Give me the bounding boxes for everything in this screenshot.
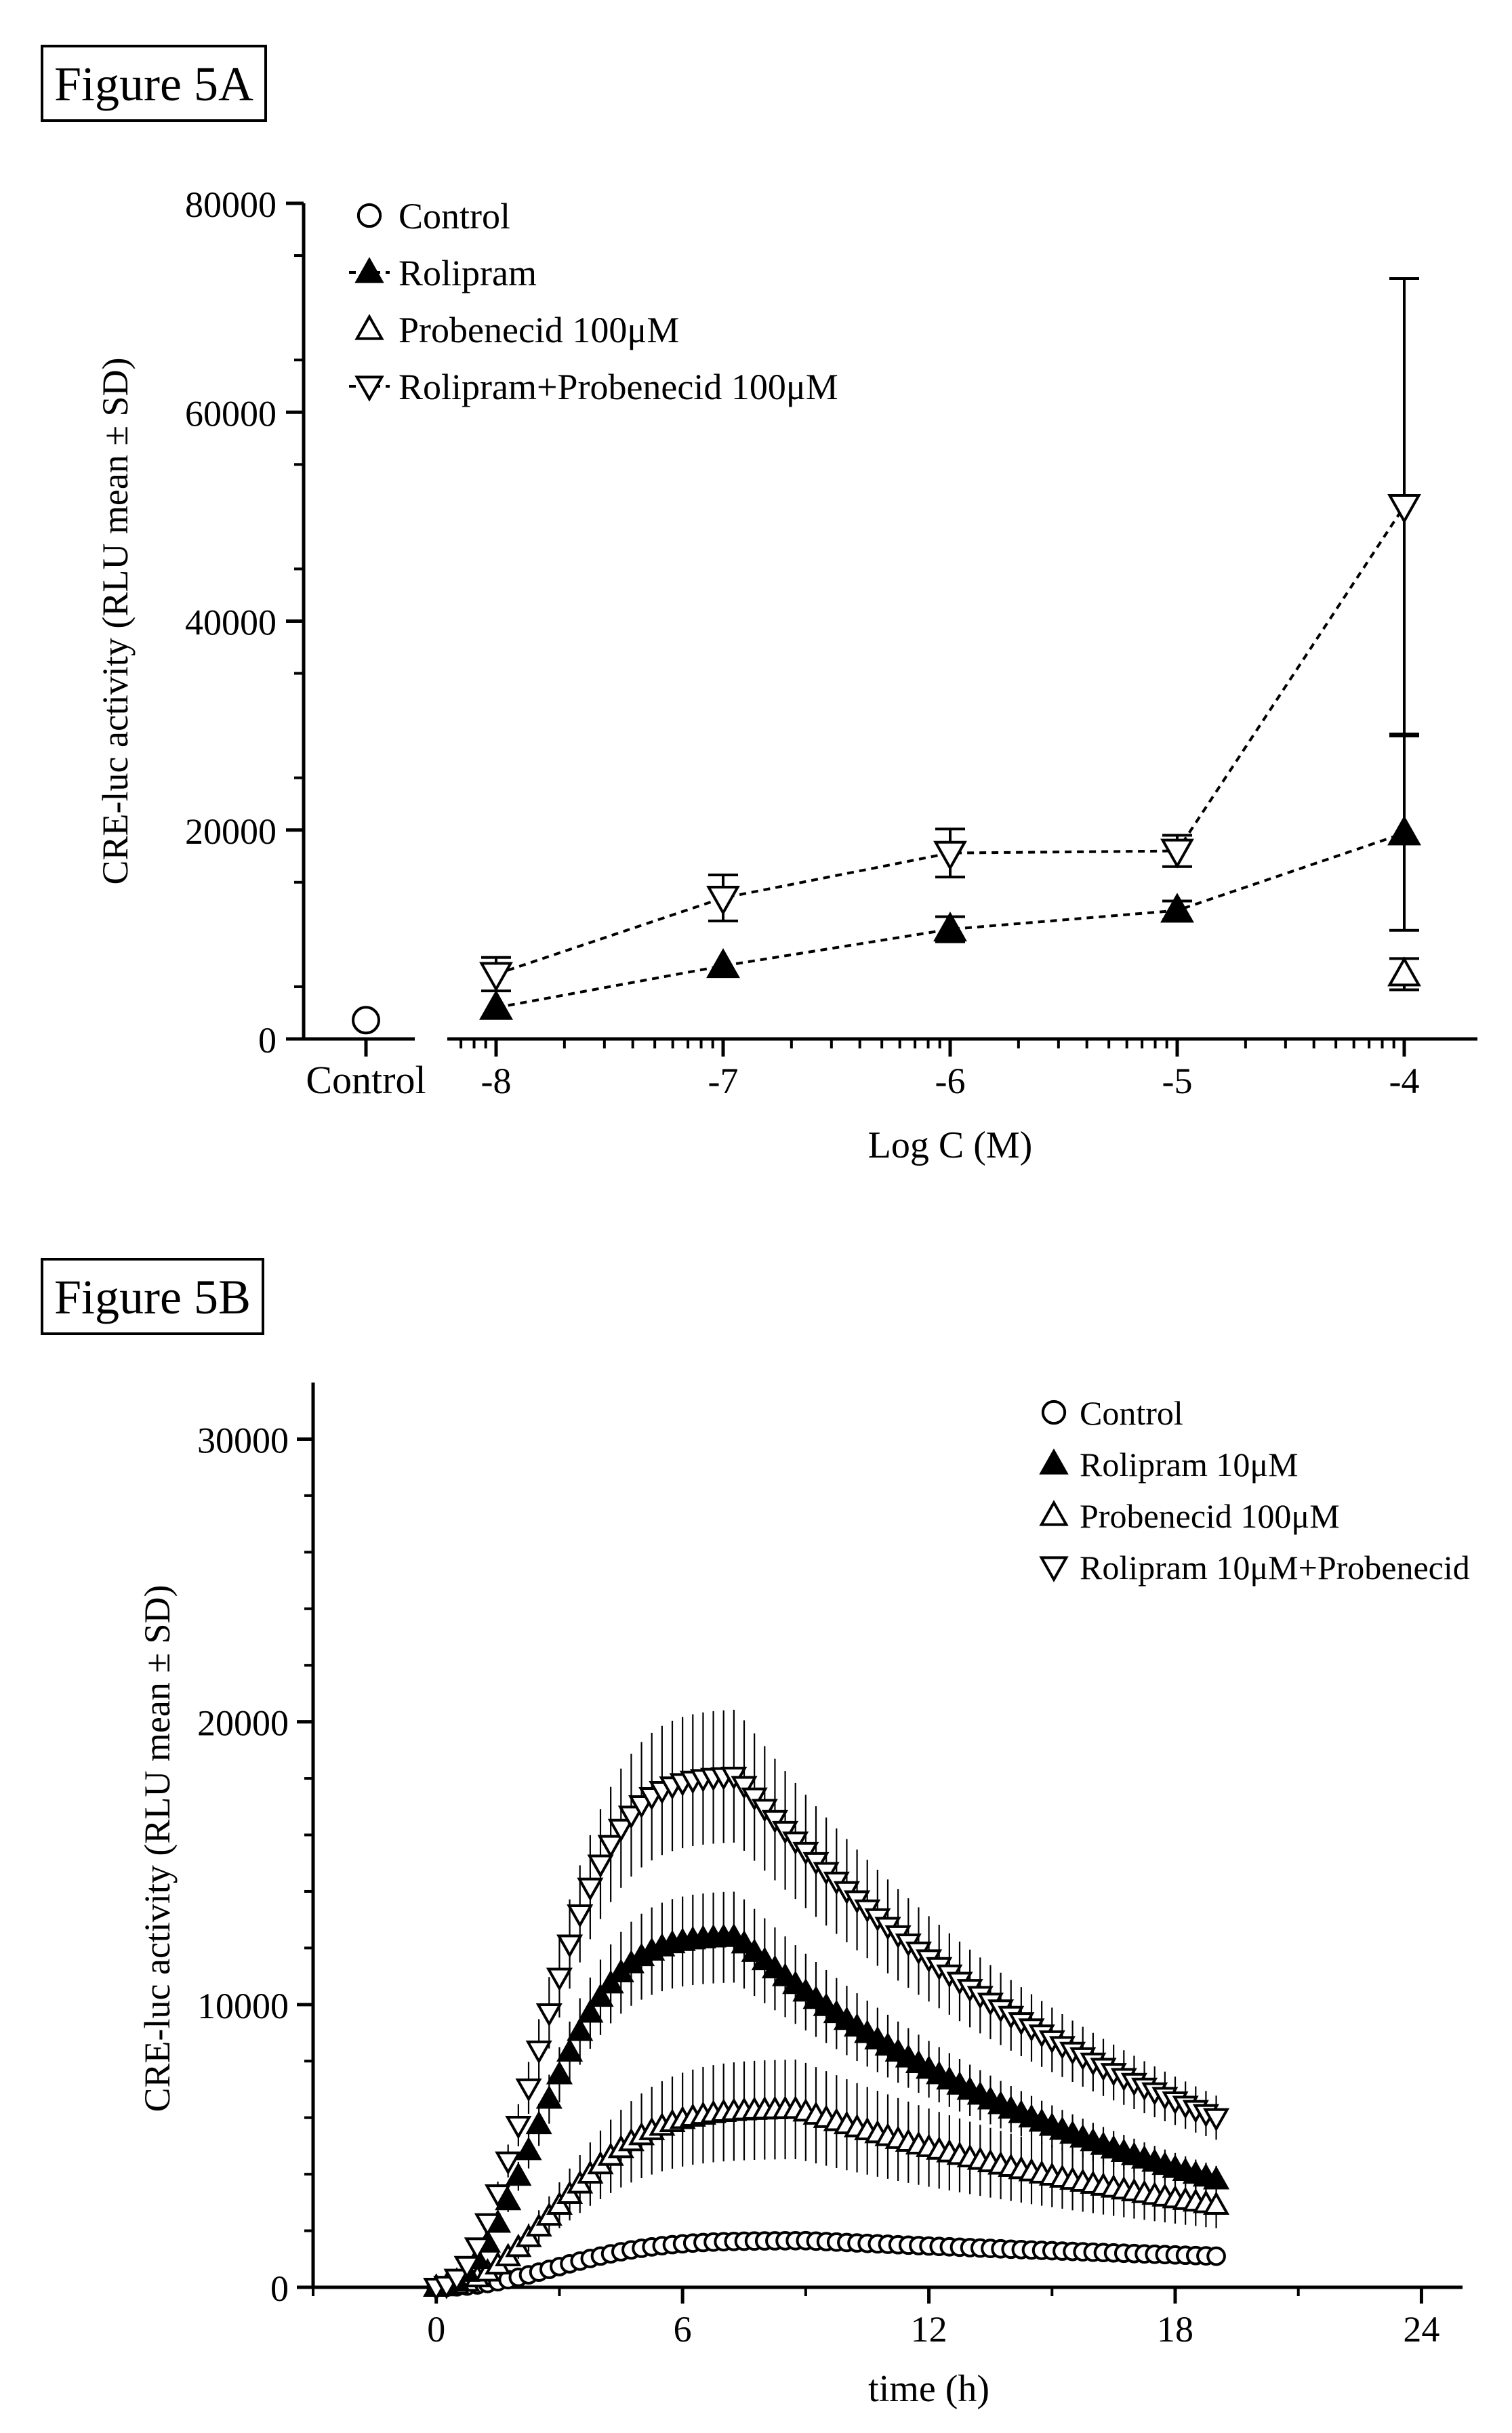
x-tick-label: 18 — [1157, 2309, 1193, 2350]
data-point-series-3 — [933, 840, 967, 871]
data-point-series-0 — [352, 1006, 380, 1035]
data-point-series-1 — [706, 948, 740, 979]
data-point-series-1 — [515, 2136, 542, 2161]
data-point-series-1 — [556, 2038, 584, 2062]
y-tick-label: 20000 — [185, 811, 277, 852]
x-tick-label: -7 — [708, 1061, 739, 1101]
data-point-series-3 — [1203, 2108, 1230, 2132]
data-point-series-3 — [453, 2255, 481, 2280]
x-tick-label: 24 — [1403, 2309, 1439, 2350]
y-tick-label: 40000 — [185, 602, 277, 643]
data-point-series-3 — [587, 1854, 614, 1879]
legend-entry: Probenecid 100μM — [399, 310, 679, 350]
x-tick-label: 6 — [674, 2309, 692, 2350]
y-tick-label: 20000 — [197, 1703, 289, 1744]
data-point-series-3 — [577, 1877, 604, 1902]
y-tick-label: 30000 — [197, 1420, 289, 1460]
data-point-series-3 — [464, 2237, 491, 2261]
figure-5a-label: Figure 5A — [41, 45, 267, 122]
x-tick-label: 12 — [911, 2309, 947, 2350]
legend-entry: Probenecid 100μM — [1080, 1497, 1340, 1535]
legend-marker — [356, 203, 382, 228]
data-point-series-3 — [1387, 494, 1421, 525]
legend-marker — [1039, 1448, 1069, 1475]
data-point-series-1 — [567, 2017, 594, 2041]
series-line-3 — [495, 505, 1406, 976]
x-tick-label: -5 — [1162, 1061, 1193, 1101]
data-point-series-1 — [587, 1983, 614, 2007]
data-point-series-1 — [535, 2085, 563, 2109]
data-point-series-3 — [525, 2040, 552, 2064]
legend-entry: Control — [1080, 1394, 1183, 1432]
figure-5b-label: Figure 5B — [41, 1258, 265, 1335]
data-point-series-3 — [706, 885, 740, 916]
legend-entry: Rolipram — [399, 253, 537, 293]
data-point-series-3 — [556, 1934, 584, 1959]
x-control-tick-label: Control — [306, 1058, 426, 1102]
chart-5b: 0 10000 20000 30000 CRE-luc activity (RLU me… — [137, 1383, 1470, 2410]
y-tick-label: 0 — [258, 1020, 277, 1061]
data-point-series-3 — [1160, 838, 1194, 869]
y-tick-label: 10000 — [197, 1986, 289, 2026]
data-point-series-3 — [567, 1904, 594, 1928]
data-point-series-3 — [485, 2184, 512, 2208]
legend-entry: Rolipram+Probenecid 100μM — [399, 367, 838, 407]
data-point-series-1 — [1160, 893, 1194, 923]
chart-5a: 0 20000 40000 60000 80000 CRE-luc activity (R… — [95, 184, 1477, 1166]
data-point-series-3 — [731, 1776, 758, 1800]
x-tick-label: -6 — [935, 1061, 966, 1101]
legend-marker — [1041, 1399, 1067, 1425]
data-point-series-3 — [474, 2213, 501, 2237]
legend-entry: Rolipram 10μM+Probenecid — [1080, 1549, 1470, 1587]
legend-marker — [354, 314, 384, 340]
data-point-series-3 — [495, 2151, 522, 2175]
data-point-series-3 — [515, 2078, 542, 2102]
x-axis-title: time (h) — [868, 2368, 989, 2410]
data-point-series-1 — [597, 1969, 624, 1994]
data-point-series-3 — [479, 962, 513, 992]
legend-marker — [1039, 1556, 1069, 1582]
data-point-series-1 — [525, 2110, 552, 2135]
y-tick-label: 60000 — [185, 393, 277, 434]
legend-marker — [354, 375, 384, 402]
data-point-series-3 — [546, 1967, 573, 1992]
data-point-series-3 — [505, 2115, 532, 2140]
y-tick-label: 80000 — [185, 184, 277, 225]
legend-marker — [354, 257, 384, 283]
legend-marker — [1039, 1500, 1069, 1526]
x-axis-title: Log C (M) — [868, 1124, 1033, 1166]
x-tick-label: -4 — [1389, 1061, 1420, 1101]
data-point-series-3 — [617, 1805, 645, 1829]
data-point-series-1 — [933, 912, 967, 942]
data-point-series-2 — [1387, 956, 1421, 987]
series-line-1 — [495, 832, 1405, 1009]
x-tick-label: 0 — [427, 2309, 445, 2350]
data-point-series-3 — [607, 1818, 634, 1843]
data-point-series-1 — [546, 2060, 573, 2085]
data-point-series-1 — [505, 2162, 532, 2186]
data-point-series-1 — [577, 1999, 604, 2023]
y-axis-title: CRE-luc activity (RLU mean ± SD) — [137, 1585, 178, 2112]
data-point-series-2 — [1203, 2191, 1230, 2215]
data-point-series-3 — [597, 1835, 624, 1859]
legend-entry: Control — [399, 196, 510, 237]
data-point-series-3 — [443, 2268, 470, 2293]
y-tick-label: 0 — [270, 2268, 289, 2309]
y-axis-title: CRE-luc activity (RLU mean ± SD) — [95, 358, 136, 885]
data-point-series-3 — [535, 2003, 563, 2027]
data-point-series-3 — [751, 1799, 778, 1822]
data-point-series-3 — [741, 1787, 768, 1812]
data-point-series-0 — [1206, 2246, 1226, 2266]
data-point-series-1 — [1387, 815, 1421, 846]
x-tick-label: -8 — [481, 1061, 512, 1101]
legend-entry: Rolipram 10μM — [1080, 1446, 1299, 1484]
data-point-series-1 — [1203, 2165, 1230, 2190]
data-point-series-1 — [479, 989, 513, 1020]
